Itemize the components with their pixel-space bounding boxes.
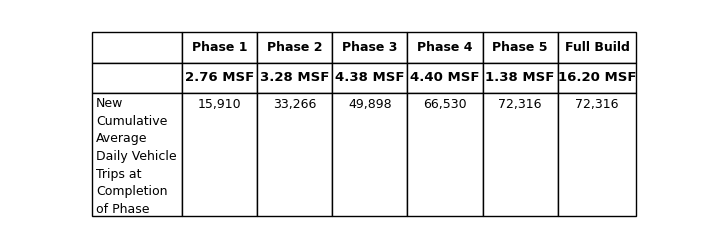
Text: Phase 5: Phase 5 <box>492 41 548 54</box>
Bar <box>332 32 408 63</box>
Bar <box>182 93 257 216</box>
Text: Full Build: Full Build <box>564 41 629 54</box>
Bar <box>408 32 483 63</box>
Bar <box>182 32 257 63</box>
Bar <box>332 63 408 93</box>
Text: New: New <box>96 97 124 110</box>
Text: Completion: Completion <box>96 185 168 198</box>
Bar <box>257 93 332 216</box>
Bar <box>483 93 557 216</box>
Bar <box>257 63 332 93</box>
Text: 66,530: 66,530 <box>423 98 467 111</box>
Bar <box>92 32 182 63</box>
Bar <box>483 63 557 93</box>
Text: 15,910: 15,910 <box>198 98 241 111</box>
Text: Phase 2: Phase 2 <box>267 41 322 54</box>
Bar <box>92 93 182 216</box>
Text: 4.38 MSF: 4.38 MSF <box>335 71 405 84</box>
Bar <box>408 93 483 216</box>
Bar <box>557 32 636 63</box>
Bar <box>408 63 483 93</box>
Text: 49,898: 49,898 <box>348 98 392 111</box>
Text: 4.40 MSF: 4.40 MSF <box>410 71 480 84</box>
Bar <box>182 63 257 93</box>
Bar <box>257 32 332 63</box>
Text: 3.28 MSF: 3.28 MSF <box>260 71 329 84</box>
Bar <box>483 32 557 63</box>
Text: Average: Average <box>96 132 148 145</box>
Text: 2.76 MSF: 2.76 MSF <box>185 71 254 84</box>
Text: Phase 1: Phase 1 <box>192 41 247 54</box>
Text: Trips at: Trips at <box>96 168 141 181</box>
Text: 33,266: 33,266 <box>273 98 317 111</box>
Bar <box>557 63 636 93</box>
Text: 72,316: 72,316 <box>575 98 618 111</box>
Text: Phase 3: Phase 3 <box>342 41 398 54</box>
Text: Cumulative: Cumulative <box>96 115 168 128</box>
Text: 16.20 MSF: 16.20 MSF <box>558 71 636 84</box>
Bar <box>557 93 636 216</box>
Bar <box>92 63 182 93</box>
Text: of Phase: of Phase <box>96 203 149 216</box>
Bar <box>332 93 408 216</box>
Text: Daily Vehicle: Daily Vehicle <box>96 150 177 163</box>
Text: Phase 4: Phase 4 <box>417 41 473 54</box>
Text: 1.38 MSF: 1.38 MSF <box>486 71 555 84</box>
Text: 72,316: 72,316 <box>498 98 542 111</box>
